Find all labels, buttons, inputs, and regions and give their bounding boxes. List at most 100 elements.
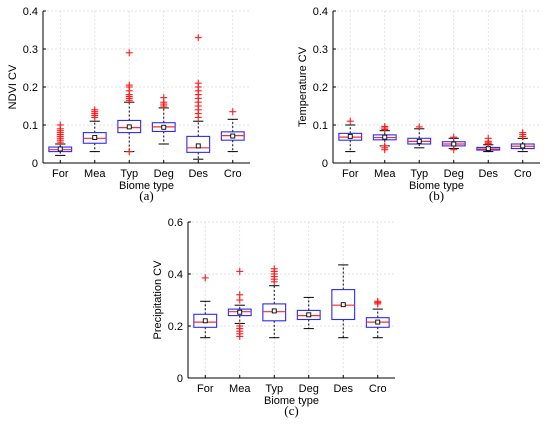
- x-tick-label: Typ: [410, 168, 428, 180]
- mean-marker: [375, 319, 381, 325]
- box-Des: [186, 34, 211, 160]
- mean-marker: [520, 143, 526, 149]
- box-Des: [476, 134, 501, 153]
- box-Deg: [151, 94, 176, 145]
- mean-marker: [57, 146, 63, 152]
- outlier-point: [374, 297, 382, 305]
- box-For: [338, 117, 363, 153]
- x-tick-label: Mea: [84, 168, 106, 180]
- outlier-point: [194, 79, 202, 87]
- outlier-point: [450, 146, 458, 154]
- outlier-point: [201, 274, 209, 282]
- box-Cro: [220, 108, 245, 153]
- y-tick-label: 0.2: [313, 82, 328, 94]
- outlier-point: [125, 81, 133, 89]
- panel-label: (b): [429, 188, 444, 203]
- box-Typ: [407, 123, 432, 149]
- y-axis-title: Precipitation CV: [152, 260, 164, 340]
- y-tick-label: 0.6: [168, 217, 183, 229]
- outlier-point: [56, 121, 64, 129]
- y-tick-label: 0.4: [168, 269, 183, 281]
- box-Deg: [441, 133, 466, 154]
- x-tick-label: For: [197, 383, 214, 395]
- box-Typ: [117, 49, 142, 156]
- x-tick-label: Cro: [514, 168, 532, 180]
- y-axis-title: Temperature CV: [297, 46, 309, 127]
- mean-marker: [161, 124, 167, 130]
- chart-panel-3: 0 0.2 0.4 0.6 For Mea Typ Deg Des Cro Biome type Pr…: [152, 217, 395, 418]
- chart-panel-2: 0 0.1 0.2 0.3 0.4 For Mea Typ Deg Des Cro Biome typ…: [297, 6, 540, 203]
- outlier-point: [236, 291, 244, 299]
- chart-panel-1: 0 0.1 0.2 0.3 0.4 For Mea Typ Deg Des Cro Biome typ…: [7, 6, 250, 203]
- mean-marker: [195, 143, 201, 149]
- outlier-point: [346, 117, 354, 125]
- outlier-point: [194, 34, 202, 42]
- mean-marker: [340, 302, 346, 308]
- mean-marker: [347, 133, 353, 139]
- box-Mea: [227, 267, 252, 340]
- y-tick-label: 0.1: [23, 120, 38, 132]
- box-Mea: [372, 123, 397, 154]
- x-tick-label: Des: [478, 168, 498, 180]
- outlier-point: [519, 129, 527, 137]
- mean-marker: [230, 133, 236, 139]
- mean-marker: [202, 318, 208, 324]
- y-tick-label: 0: [177, 373, 183, 385]
- outlier-point: [381, 142, 389, 150]
- x-tick-label: Deg: [299, 383, 319, 395]
- x-tick-label: Deg: [444, 168, 464, 180]
- x-tick-label: Des: [188, 168, 208, 180]
- mean-marker: [92, 135, 98, 140]
- x-tick-label: For: [342, 168, 359, 180]
- x-tick-label: Deg: [154, 168, 174, 180]
- outlier-point: [236, 322, 244, 330]
- x-axis-title: Biome type: [264, 395, 319, 407]
- outlier-point: [450, 133, 458, 141]
- mean-marker: [237, 309, 243, 315]
- outlier-point: [236, 267, 244, 275]
- panel-label: (c): [284, 403, 298, 418]
- outlier-point: [91, 106, 99, 114]
- mean-marker: [306, 312, 312, 318]
- y-tick-label: 0.4: [313, 6, 328, 18]
- mean-marker: [271, 308, 277, 314]
- x-tick-label: Typ: [120, 168, 138, 180]
- mean-marker: [126, 124, 132, 130]
- y-tick-label: 0.3: [23, 44, 38, 56]
- x-axis-title: Biome type: [119, 180, 174, 192]
- y-tick-label: 0.1: [313, 120, 328, 132]
- y-tick-label: 0.4: [23, 6, 38, 18]
- x-tick-label: Typ: [265, 383, 283, 395]
- box-Cro: [365, 297, 390, 339]
- mean-marker: [416, 138, 422, 144]
- box-Mea: [82, 106, 107, 153]
- outlier-point: [381, 123, 389, 131]
- y-axis-title: NDVI CV: [7, 64, 19, 109]
- box-Deg: [296, 296, 321, 330]
- box-For: [193, 274, 218, 339]
- y-tick-label: 0.2: [168, 321, 183, 333]
- x-tick-label: For: [52, 168, 69, 180]
- outlier-point: [125, 49, 133, 57]
- y-tick-label: 0.3: [313, 44, 328, 56]
- box-Typ: [262, 265, 287, 339]
- x-tick-label: Mea: [374, 168, 396, 180]
- outlier-point: [160, 94, 168, 102]
- mean-marker: [382, 134, 388, 140]
- outlier-point: [270, 265, 278, 273]
- outlier-point: [125, 148, 133, 156]
- y-tick-label: 0: [322, 158, 328, 170]
- outlier-point: [484, 134, 492, 142]
- x-tick-label: Des: [333, 383, 353, 395]
- outlier-point: [229, 108, 237, 116]
- mean-marker: [451, 141, 457, 147]
- box-Cro: [510, 129, 535, 153]
- x-axis-title: Biome type: [409, 180, 464, 192]
- x-tick-label: Cro: [369, 383, 387, 395]
- panel-label: (a): [139, 188, 153, 203]
- box-Des: [331, 264, 356, 339]
- x-tick-label: Mea: [229, 383, 251, 395]
- y-tick-label: 0: [32, 158, 38, 170]
- x-tick-label: Cro: [224, 168, 242, 180]
